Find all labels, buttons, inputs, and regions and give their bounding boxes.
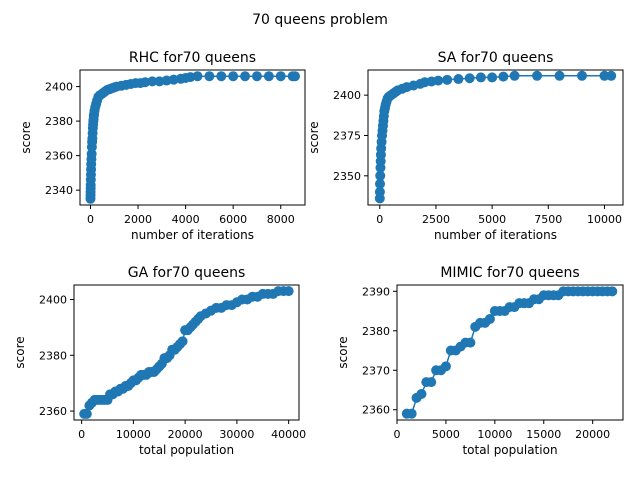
data-point [216, 71, 227, 82]
plot-area [85, 71, 301, 204]
subplot-title: MIMIC for70 queens [440, 265, 579, 281]
x-tick-label: 20000 [168, 428, 203, 441]
x-tick-label: 2500 [422, 213, 450, 226]
subplot-title: SA for70 queens [438, 50, 554, 66]
x-tick-label: 10000 [587, 213, 622, 226]
x-tick-label: 5000 [478, 213, 506, 226]
data-point [263, 71, 274, 82]
x-tick-label: 8000 [267, 213, 295, 226]
data-point [275, 71, 286, 82]
subplot-3: GA for70 queens 0 10000 20000 30000 40000 2360… [13, 265, 306, 457]
x-axis-label: number of iterations [131, 228, 254, 242]
y-tick-label: 2400 [45, 81, 73, 94]
data-point [442, 74, 453, 85]
axes-frame [396, 284, 624, 421]
x-tick-label: 0 [87, 213, 94, 226]
x-tick-label: 10000 [477, 428, 512, 441]
y-axis-label: score [13, 336, 27, 368]
y-tick-label: 2360 [45, 150, 73, 163]
data-point [228, 71, 239, 82]
y-tick-label: 2400 [333, 89, 361, 102]
data-point [532, 70, 543, 81]
y-tick-label: 2400 [39, 294, 67, 307]
y-tick-label: 2360 [39, 405, 67, 418]
data-point [426, 377, 437, 388]
y-tick-label: 2350 [333, 170, 361, 183]
data-point [283, 286, 294, 297]
x-tick-label: 0 [394, 428, 401, 441]
data-point [498, 71, 509, 82]
data-point [147, 76, 158, 87]
y-axis-label: score [307, 121, 321, 153]
x-tick-label: 40000 [271, 428, 306, 441]
data-point [406, 408, 417, 419]
data-point [177, 336, 188, 347]
subplot-2: SA for70 queens 0 2500 5000 7500 10000 2350 237… [307, 50, 624, 242]
x-tick-label: 0 [376, 213, 383, 226]
data-point [487, 72, 498, 83]
x-tick-label: 20000 [575, 428, 610, 441]
subplot-title: RHC for70 queens [129, 50, 256, 66]
data-point [81, 408, 92, 419]
axes-frame [79, 69, 306, 206]
subplot-4: MIMIC for70 queens 0 5000 10000 15000 20000 23… [336, 265, 624, 457]
subplot-1: RHC for70 queens 0 2000 4000 6000 8000 2340 236… [19, 50, 306, 242]
data-point [475, 72, 486, 83]
x-tick-label: 0 [78, 428, 85, 441]
y-tick-label: 2380 [39, 349, 67, 362]
data-point [606, 70, 617, 81]
x-tick-label: 10000 [116, 428, 151, 441]
x-axis-label: number of iterations [434, 228, 557, 242]
data-point [374, 186, 385, 197]
data-point [416, 388, 427, 399]
data-point [576, 70, 587, 81]
x-tick-label: 5000 [432, 428, 460, 441]
x-axis-label: total population [139, 443, 234, 457]
y-axis-label: score [336, 336, 350, 368]
subplot-title: GA for70 queens [128, 265, 246, 281]
y-tick-label: 2370 [362, 364, 390, 377]
data-point [251, 71, 262, 82]
plot-area [401, 286, 618, 419]
axes-frame [73, 284, 300, 421]
y-tick-label: 2380 [362, 325, 390, 338]
y-tick-label: 2380 [45, 115, 73, 128]
data-point [465, 337, 476, 348]
axes-frame [367, 69, 624, 206]
subplot-grid: RHC for70 queens 0 2000 4000 6000 8000 2340 236… [13, 50, 624, 457]
data-point [484, 313, 495, 324]
data-point [240, 71, 251, 82]
y-tick-label: 2360 [362, 404, 390, 417]
data-point [464, 73, 475, 84]
figure-title: 70 queens problem [252, 12, 388, 28]
data-point [375, 178, 386, 189]
data-point [509, 70, 520, 81]
plot-area [374, 70, 617, 204]
y-tick-label: 2340 [45, 184, 73, 197]
x-tick-label: 15000 [526, 428, 561, 441]
data-point [440, 361, 451, 372]
x-tick-label: 2000 [124, 213, 152, 226]
y-axis-label: score [19, 121, 33, 153]
data-point [433, 75, 444, 86]
y-tick-label: 2390 [362, 285, 390, 298]
x-tick-label: 7500 [534, 213, 562, 226]
data-point [192, 71, 203, 82]
x-tick-label: 6000 [219, 213, 247, 226]
data-point [453, 74, 464, 85]
data-point [607, 286, 618, 297]
x-tick-label: 30000 [219, 428, 254, 441]
data-point [554, 70, 565, 81]
data-point [290, 71, 301, 82]
x-axis-label: total population [462, 443, 557, 457]
y-tick-label: 2375 [333, 129, 361, 142]
data-point [204, 71, 215, 82]
data-point [375, 170, 386, 181]
x-tick-label: 4000 [172, 213, 200, 226]
plot-area [79, 286, 294, 419]
